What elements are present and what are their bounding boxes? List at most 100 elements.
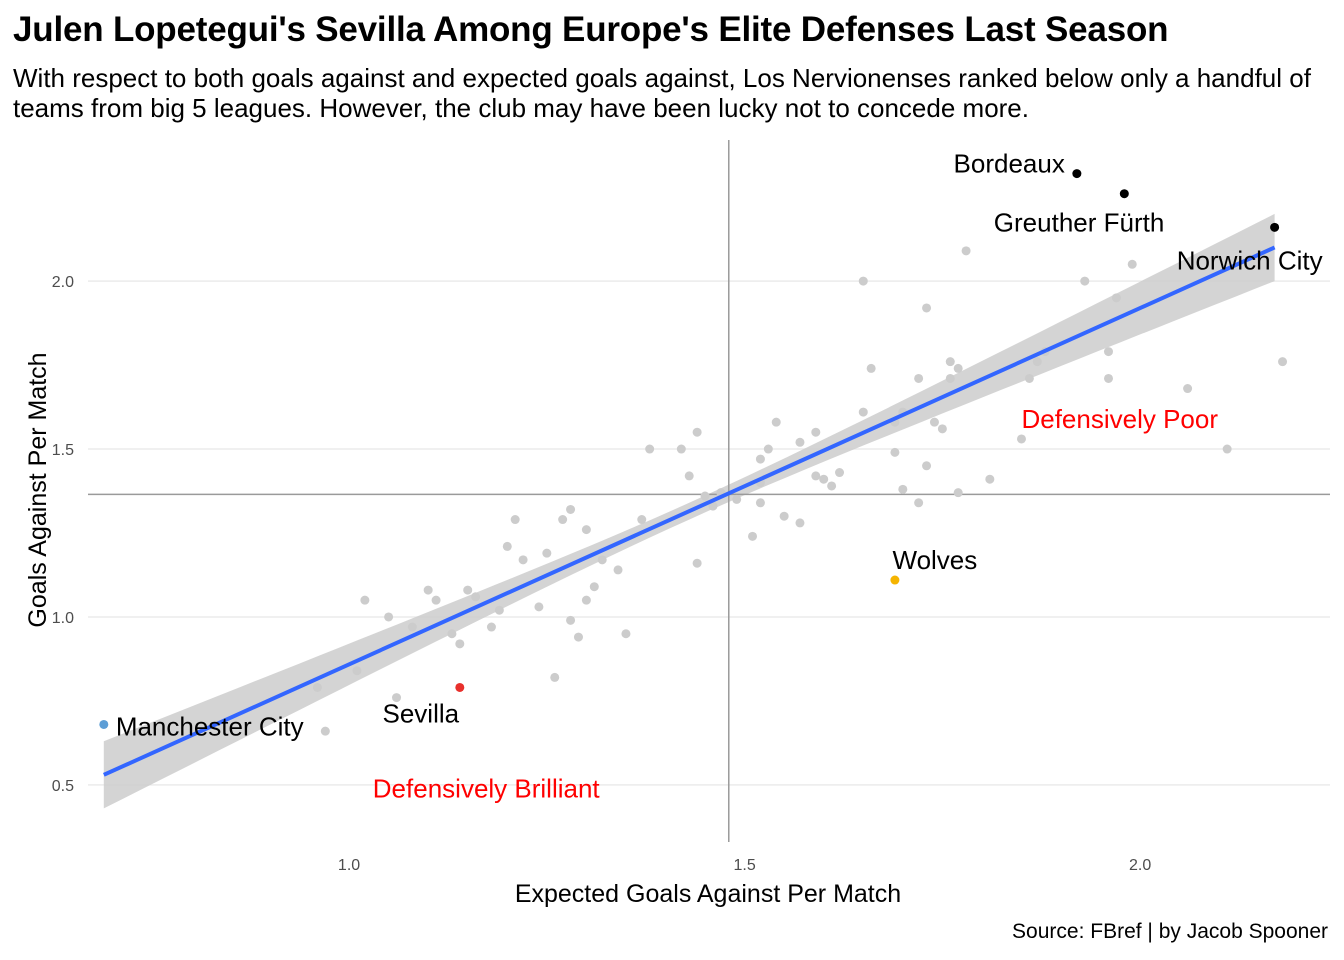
label-sevilla: Sevilla [383, 698, 460, 728]
label-bordeaux: Bordeaux [954, 149, 1065, 179]
data-point [447, 629, 457, 639]
zone-annotations: Defensively Poor Defensively Brilliant [373, 404, 1219, 803]
data-point [502, 541, 512, 551]
data-point [700, 491, 710, 501]
point-bordeaux [1072, 169, 1082, 179]
label-greuther-f-rth: Greuther Fürth [994, 208, 1165, 238]
data-point [755, 498, 765, 508]
point-greuther-f-rth [1119, 189, 1129, 199]
data-point [542, 548, 552, 558]
y-tick-label: 1.0 [52, 610, 74, 627]
data-point [494, 605, 504, 615]
gridlines [88, 280, 1330, 786]
data-point [597, 555, 607, 565]
data-point [953, 363, 963, 373]
data-point [811, 471, 821, 481]
data-point [692, 558, 702, 568]
data-point [858, 276, 868, 286]
data-point [645, 444, 655, 454]
data-point [550, 672, 560, 682]
data-point [732, 494, 742, 504]
chart-title: Julen Lopetegui's Sevilla Among Europe's… [13, 10, 1169, 49]
point-wolves [890, 575, 900, 585]
data-point [1016, 434, 1026, 444]
source-caption: Source: FBref | by Jacob Spooner [1012, 920, 1328, 943]
data-point [922, 461, 932, 471]
data-point [676, 444, 686, 454]
data-points [312, 246, 1288, 736]
x-tick-label: 1.5 [733, 857, 755, 874]
data-point [384, 612, 394, 622]
data-point [945, 357, 955, 367]
data-point [914, 498, 924, 508]
data-point [779, 511, 789, 521]
data-point [1032, 357, 1042, 367]
annotation-defensively-poor: Defensively Poor [1021, 404, 1218, 434]
data-point [486, 622, 496, 632]
data-point [961, 246, 971, 256]
data-point [621, 629, 631, 639]
data-point [795, 518, 805, 528]
data-point [866, 363, 876, 373]
data-point [589, 582, 599, 592]
data-point [795, 437, 805, 447]
data-point [1278, 357, 1288, 367]
data-point [423, 585, 433, 595]
data-point [566, 504, 576, 514]
data-point [811, 427, 821, 437]
annotation-defensively-brilliant: Defensively Brilliant [373, 773, 601, 803]
data-point [352, 666, 362, 676]
team-labels: Bordeaux Greuther Fürth Norwich City Wolves… [116, 149, 1323, 742]
data-point [827, 481, 837, 491]
data-point [1103, 373, 1113, 383]
data-point [771, 417, 781, 427]
x-axis-title: Expected Goals Against Per Match [515, 880, 901, 908]
trend-line-layer [103, 245, 1276, 777]
data-point [914, 373, 924, 383]
data-point [922, 303, 932, 313]
trend-line [103, 245, 1276, 777]
data-point [566, 615, 576, 625]
data-point [431, 595, 441, 605]
y-tick-label: 1.5 [52, 442, 74, 459]
highlighted-points [99, 169, 1280, 729]
chart-subtitle: With respect to both goals against and e… [13, 63, 1311, 123]
data-point [1111, 293, 1121, 303]
data-point [455, 639, 465, 649]
y-tick-label: 2.0 [52, 274, 74, 291]
data-point [518, 555, 528, 565]
point-manchester-city [99, 719, 109, 729]
data-point [929, 417, 939, 427]
data-point [360, 595, 370, 605]
data-point [581, 595, 591, 605]
data-point [471, 592, 481, 602]
data-point [937, 424, 947, 434]
data-point [613, 565, 623, 575]
data-point [858, 407, 868, 417]
data-point [835, 468, 845, 478]
data-point [573, 632, 583, 642]
data-point [748, 531, 758, 541]
data-point [463, 585, 473, 595]
data-point [1183, 384, 1193, 394]
data-point [510, 515, 520, 525]
data-point [898, 484, 908, 494]
x-tick-label: 1.0 [338, 857, 360, 874]
point-sevilla [455, 682, 465, 692]
data-point [1080, 276, 1090, 286]
data-point [581, 525, 591, 535]
data-point [692, 427, 702, 437]
data-point [708, 501, 718, 511]
data-point [1024, 373, 1034, 383]
data-point [637, 515, 647, 525]
data-point [985, 474, 995, 484]
data-point [945, 373, 955, 383]
axis-ticks: 0.5 1.0 1.5 2.0 1.0 1.5 2.0 [52, 274, 1152, 874]
data-point [890, 447, 900, 457]
y-axis-title: Goals Against Per Match [24, 352, 52, 627]
data-point [534, 602, 544, 612]
data-point [953, 488, 963, 498]
data-point [1127, 259, 1137, 269]
data-point [819, 474, 829, 484]
